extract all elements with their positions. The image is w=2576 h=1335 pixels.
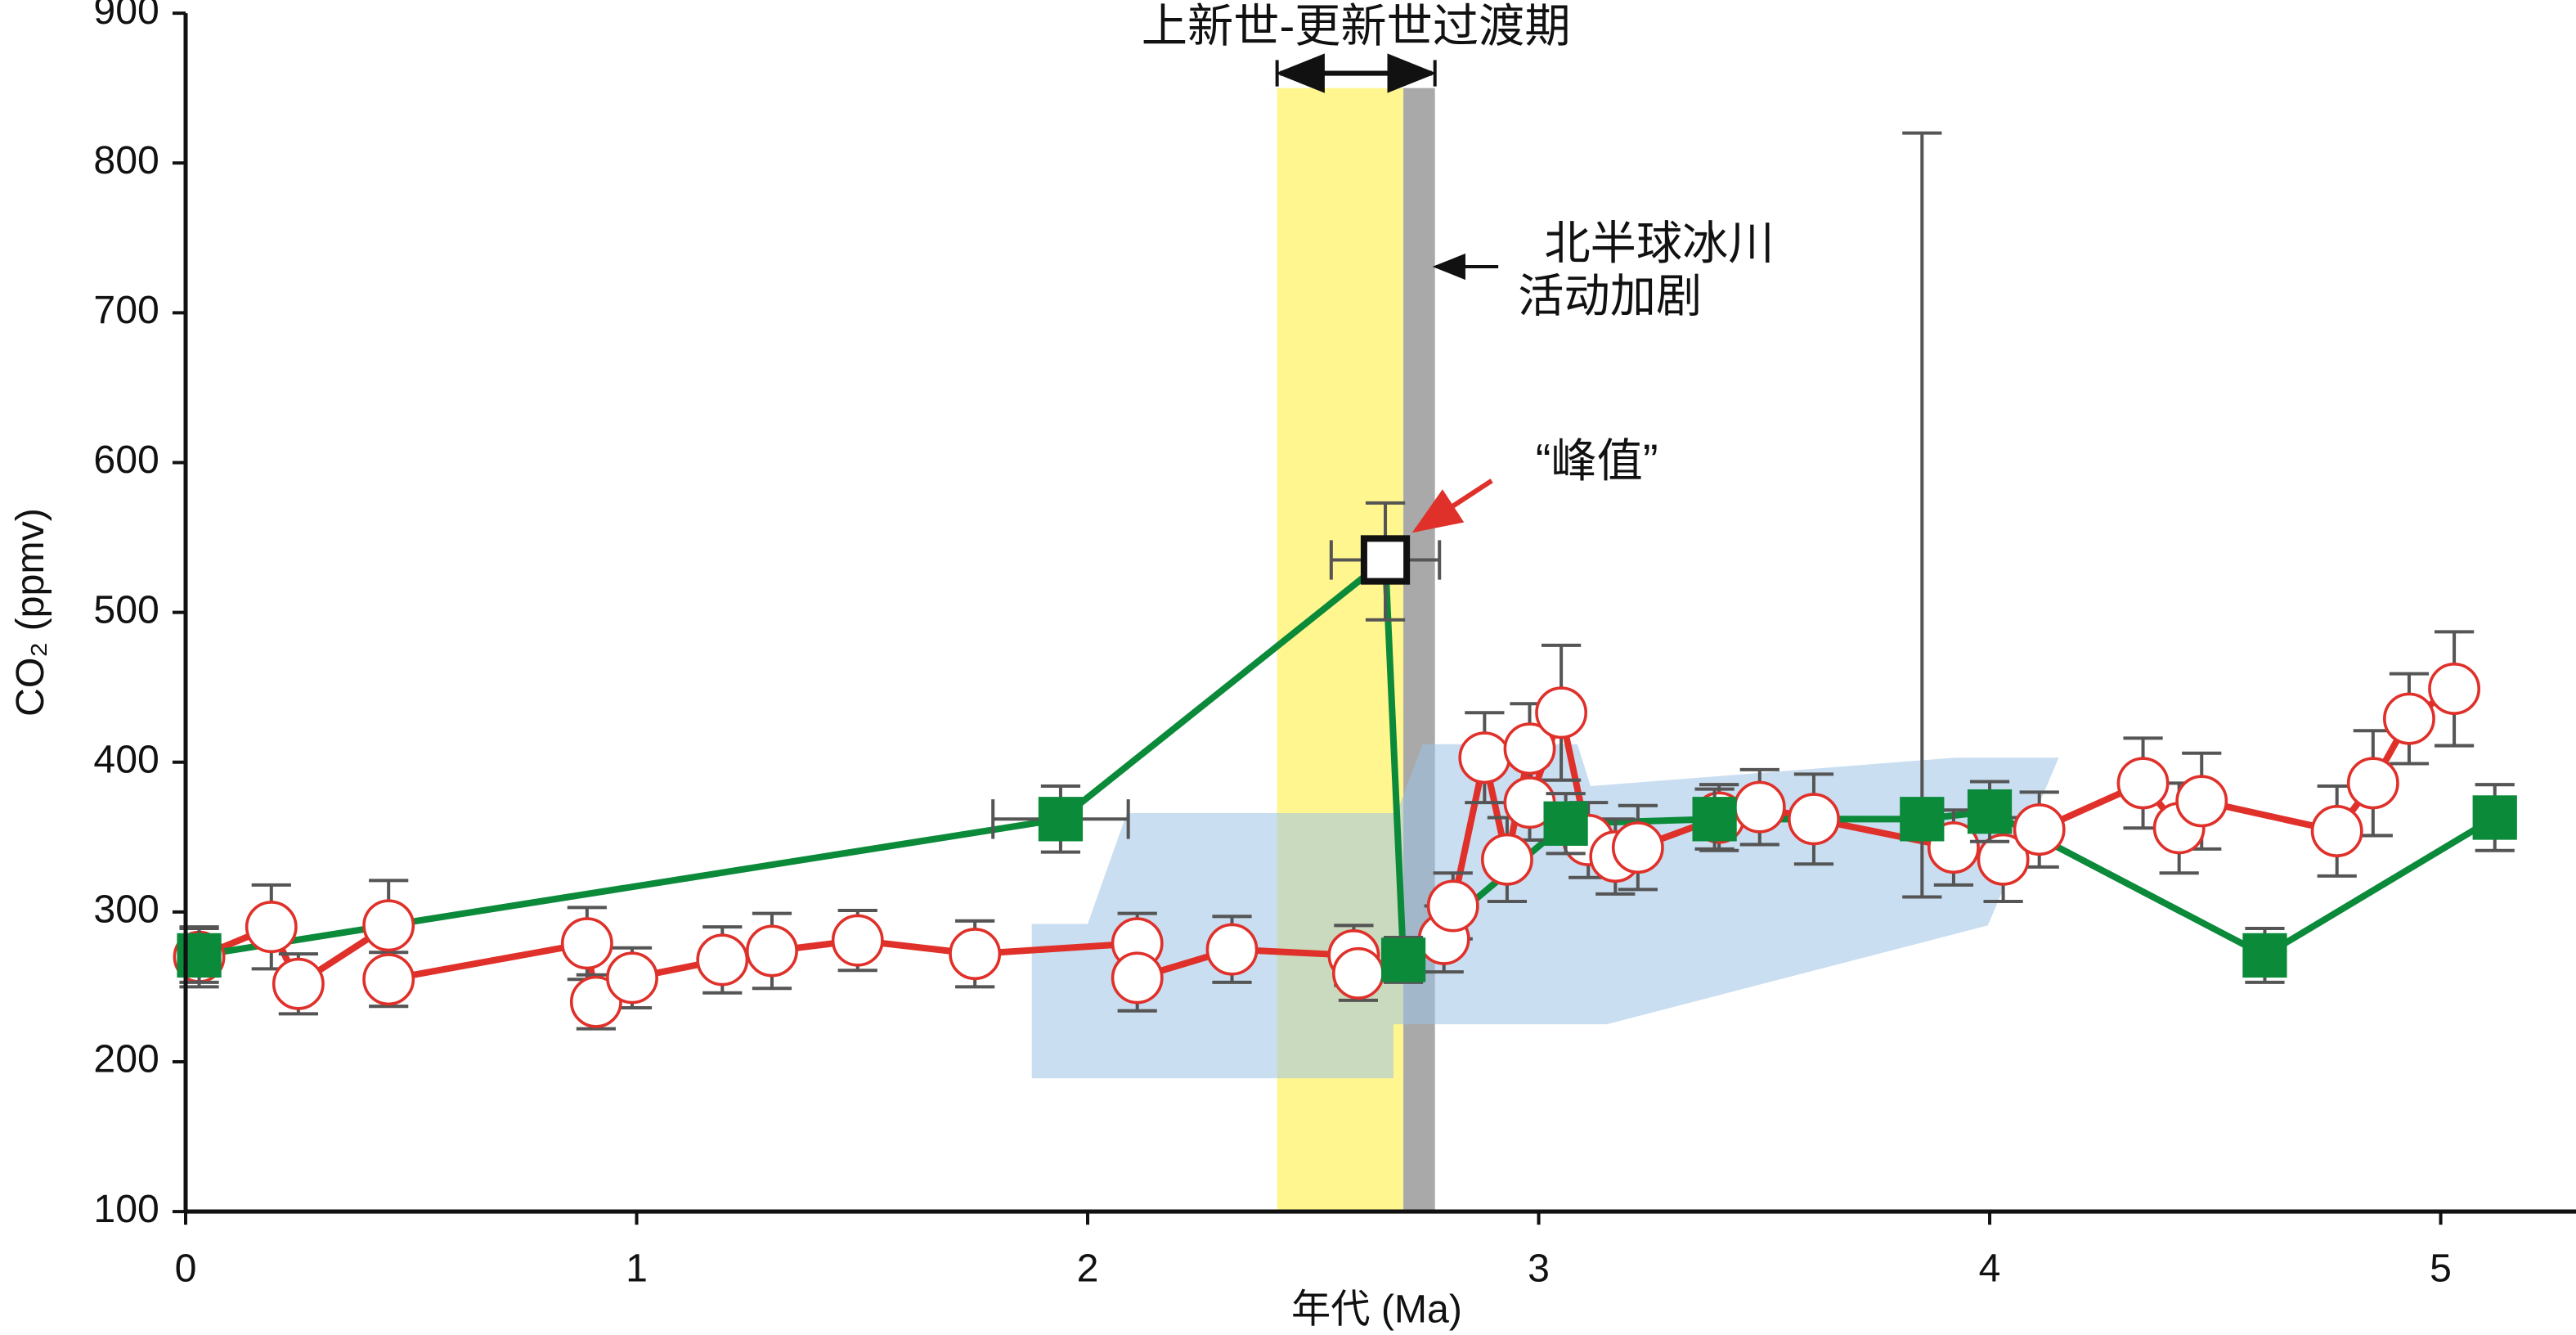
data-point <box>569 975 622 1028</box>
data-point <box>1900 797 1945 842</box>
data-point <box>1733 780 1786 834</box>
x-tick-label: 3 <box>1528 1246 1550 1290</box>
y-tick-label: 200 <box>93 1037 159 1081</box>
data-point <box>696 933 749 987</box>
data-point <box>2428 662 2481 715</box>
data-point <box>1458 731 1511 784</box>
data-point <box>1205 923 1259 976</box>
y-tick-label: 700 <box>93 288 159 332</box>
data-point <box>1611 821 1664 874</box>
band <box>1403 88 1435 1212</box>
data-point <box>1038 797 1084 842</box>
y-tick-label: 300 <box>93 888 159 932</box>
data-point <box>2242 933 2287 978</box>
data-point <box>560 917 613 970</box>
data-point <box>1543 801 1588 846</box>
data-point <box>949 928 1002 981</box>
x-tick-label: 0 <box>175 1246 197 1290</box>
y-tick-label: 500 <box>93 587 159 632</box>
data-point <box>606 951 658 1005</box>
data-point <box>1692 797 1737 842</box>
annotation: “峰值” <box>1536 434 1658 486</box>
data-point <box>362 899 415 952</box>
data-point <box>1503 722 1556 775</box>
x-tick-label: 1 <box>626 1246 648 1290</box>
data-point <box>2013 803 2066 856</box>
data-point <box>1977 833 2030 886</box>
data-point <box>2472 795 2517 840</box>
data-point <box>1967 789 2013 834</box>
error-bar <box>1902 131 1942 899</box>
y-tick-label: 800 <box>93 138 159 182</box>
data-point <box>2116 757 2170 810</box>
data-point <box>2310 804 2363 857</box>
y-tick-label: 900 <box>93 0 159 33</box>
data-point <box>1426 879 1479 933</box>
data-point <box>272 957 325 1010</box>
data-point <box>746 924 798 978</box>
data-point <box>831 914 884 967</box>
data-point <box>1331 946 1384 1000</box>
data-point <box>2383 692 2435 745</box>
data-point <box>362 953 415 1006</box>
x-axis-label: 年代 (Ma) <box>1291 1288 1462 1332</box>
y-tick-label: 600 <box>93 438 159 482</box>
x-tick-label: 5 <box>2430 1246 2452 1290</box>
x-tick-label: 4 <box>1979 1246 2001 1290</box>
annotation-arrow <box>1411 479 1493 533</box>
data-point <box>2175 775 2228 828</box>
x-tick-label: 2 <box>1077 1246 1099 1290</box>
y-tick-label: 100 <box>93 1187 159 1231</box>
data-point <box>2346 757 2399 810</box>
data-point <box>1535 686 1588 739</box>
band-label: 上新世-更新世过渡期 <box>1142 0 1571 52</box>
series-line <box>198 556 2497 964</box>
annotation: 活动加剧 <box>1518 270 1702 321</box>
y-axis-label: CO₂ (ppmv) <box>8 508 52 717</box>
data-point <box>1788 793 1840 846</box>
data-point <box>245 901 298 954</box>
y-tick-label: 400 <box>93 737 159 781</box>
data-point <box>1111 951 1164 1005</box>
data-point <box>1380 937 1426 982</box>
data-point <box>1480 833 1533 886</box>
data-point <box>1360 535 1411 585</box>
annotation: 北半球冰川 <box>1544 218 1774 269</box>
